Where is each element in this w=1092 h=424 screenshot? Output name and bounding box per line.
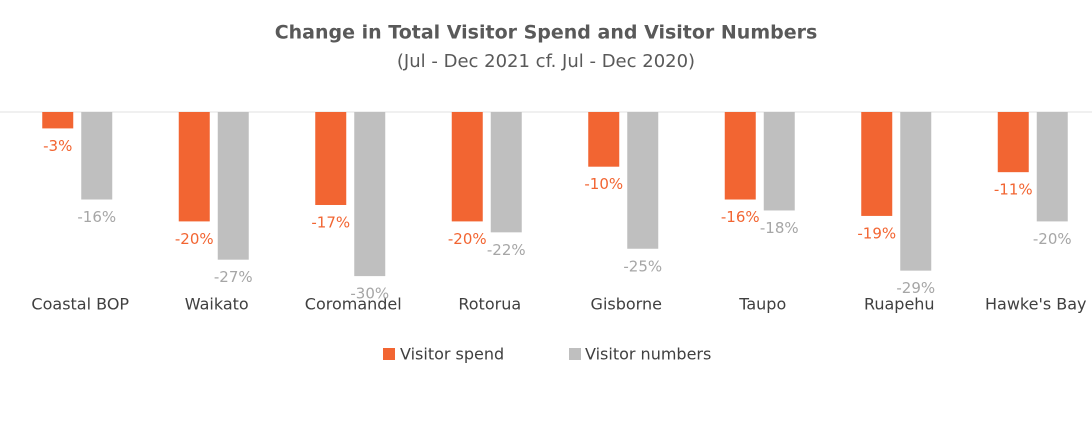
legend-label: Visitor numbers [585,345,711,364]
x-tick-label: Taupo [738,295,786,314]
bar [354,112,386,277]
data-label: -30% [350,285,389,303]
bar [1036,112,1068,222]
bar [315,112,347,205]
x-tick-label: Coromandel [305,295,402,314]
x-tick-label: Ruapehu [864,295,935,314]
bar [588,112,620,167]
legend-label: Visitor spend [400,345,504,364]
legend-swatch [569,348,581,360]
chart-subtitle: (Jul - Dec 2021 cf. Jul - Dec 2020) [397,51,695,72]
data-label: -20% [448,230,487,248]
data-label: -16% [721,208,760,226]
data-label: -16% [77,208,116,226]
bar [900,112,932,271]
data-label: -29% [896,279,935,297]
data-label: -18% [760,219,799,237]
x-tick-label: Hawke's Bay [985,295,1087,314]
bar [490,112,522,233]
chart-title: Change in Total Visitor Spend and Visito… [275,22,818,44]
legend-swatch [383,348,395,360]
bar [217,112,249,260]
x-tick-label: Gisborne [591,295,662,314]
data-label: -20% [175,230,214,248]
bar [763,112,795,211]
bar [997,112,1029,173]
data-label: -27% [214,268,253,286]
x-tick-label: Coastal BOP [31,295,129,314]
x-tick-label: Waikato [185,295,249,314]
bar [724,112,756,200]
data-label: -11% [994,181,1033,199]
bar [451,112,483,222]
bar [81,112,113,200]
bar [178,112,210,222]
bar [627,112,659,249]
data-label: -22% [487,241,526,259]
data-label: -19% [857,224,896,242]
x-tick-label: Rotorua [458,295,521,314]
data-label: -17% [311,213,350,231]
bar [861,112,893,216]
data-label: -3% [43,137,72,155]
data-label: -25% [623,257,662,275]
bar [42,112,74,129]
data-label: -20% [1033,230,1072,248]
data-label: -10% [584,175,623,193]
